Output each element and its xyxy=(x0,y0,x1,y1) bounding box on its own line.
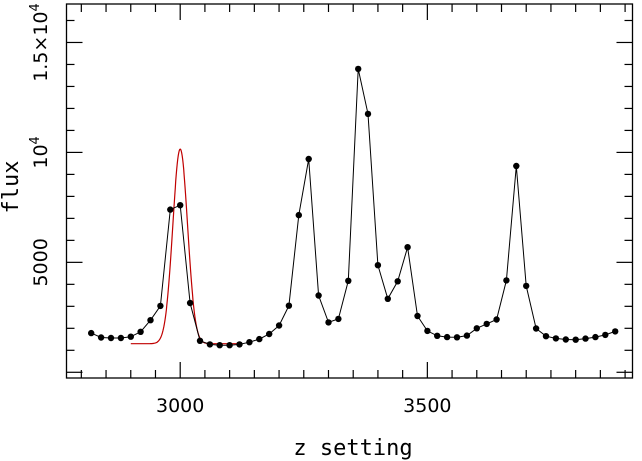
data-point xyxy=(305,155,312,163)
data-point xyxy=(117,334,125,342)
data-point xyxy=(473,325,480,332)
data-point xyxy=(582,335,589,342)
data-point xyxy=(315,292,322,299)
data-point xyxy=(167,206,174,213)
x-tick-label: 3000 xyxy=(156,395,204,417)
data-point xyxy=(493,316,500,323)
series-layer xyxy=(88,65,619,349)
x-tick-label: 3500 xyxy=(403,395,451,417)
data-point xyxy=(266,330,273,338)
y-tick-label-base: 1.5×10 xyxy=(30,11,52,81)
data-point xyxy=(523,282,530,290)
y-tick-label-exponent: 4 xyxy=(28,3,43,11)
data-point xyxy=(345,277,352,284)
data-point xyxy=(542,333,550,340)
data-point xyxy=(97,334,105,341)
y-tick-label: 1.5×104 xyxy=(28,3,52,82)
data-point xyxy=(157,302,164,310)
y-tick-label: 104 xyxy=(28,136,52,168)
data-point xyxy=(404,244,411,251)
data-point xyxy=(107,334,115,342)
data-point xyxy=(572,336,579,343)
data-point xyxy=(226,342,233,349)
data-point xyxy=(275,322,283,329)
data-point xyxy=(177,202,184,209)
data-point xyxy=(206,341,214,348)
data-point xyxy=(602,331,609,339)
data-point xyxy=(592,333,599,341)
data-point xyxy=(434,332,441,339)
data-point xyxy=(335,315,342,323)
data-point xyxy=(325,319,332,326)
data-point xyxy=(453,334,461,341)
data-point xyxy=(256,335,263,343)
data-point xyxy=(394,278,401,285)
data-point xyxy=(196,337,204,344)
data-point xyxy=(424,327,431,335)
data-point xyxy=(216,342,223,349)
data-point xyxy=(532,325,540,332)
data-point xyxy=(295,211,302,219)
data-point xyxy=(374,262,382,269)
plot-frame xyxy=(65,3,634,379)
data-point xyxy=(137,328,144,335)
data-point xyxy=(236,341,243,348)
y-tick-label: 5000 xyxy=(30,238,52,286)
data-point xyxy=(246,339,253,346)
data-point xyxy=(463,332,471,339)
data-point xyxy=(503,277,510,284)
data-point xyxy=(552,335,560,342)
y-axis-label: flux xyxy=(0,161,24,214)
data-point xyxy=(612,328,619,335)
data-point xyxy=(127,333,134,340)
data-point xyxy=(186,299,194,307)
y-tick-label-base: 5000 xyxy=(30,238,52,286)
data-point xyxy=(414,312,421,320)
data-point xyxy=(562,336,569,343)
x-axis-ticks: 3000 3500 xyxy=(80,4,626,417)
data-point xyxy=(88,329,95,337)
x-axis-label: z setting xyxy=(293,436,412,461)
y-tick-label-exponent: 4 xyxy=(28,136,43,144)
data-point xyxy=(364,110,372,118)
data-point xyxy=(384,295,391,302)
data-point xyxy=(147,317,154,324)
data-point xyxy=(443,333,451,341)
data-point xyxy=(483,320,490,328)
data-point xyxy=(513,162,520,170)
data-point xyxy=(285,302,293,309)
y-tick-label-base: 10 xyxy=(30,144,52,168)
data-point xyxy=(355,65,362,73)
